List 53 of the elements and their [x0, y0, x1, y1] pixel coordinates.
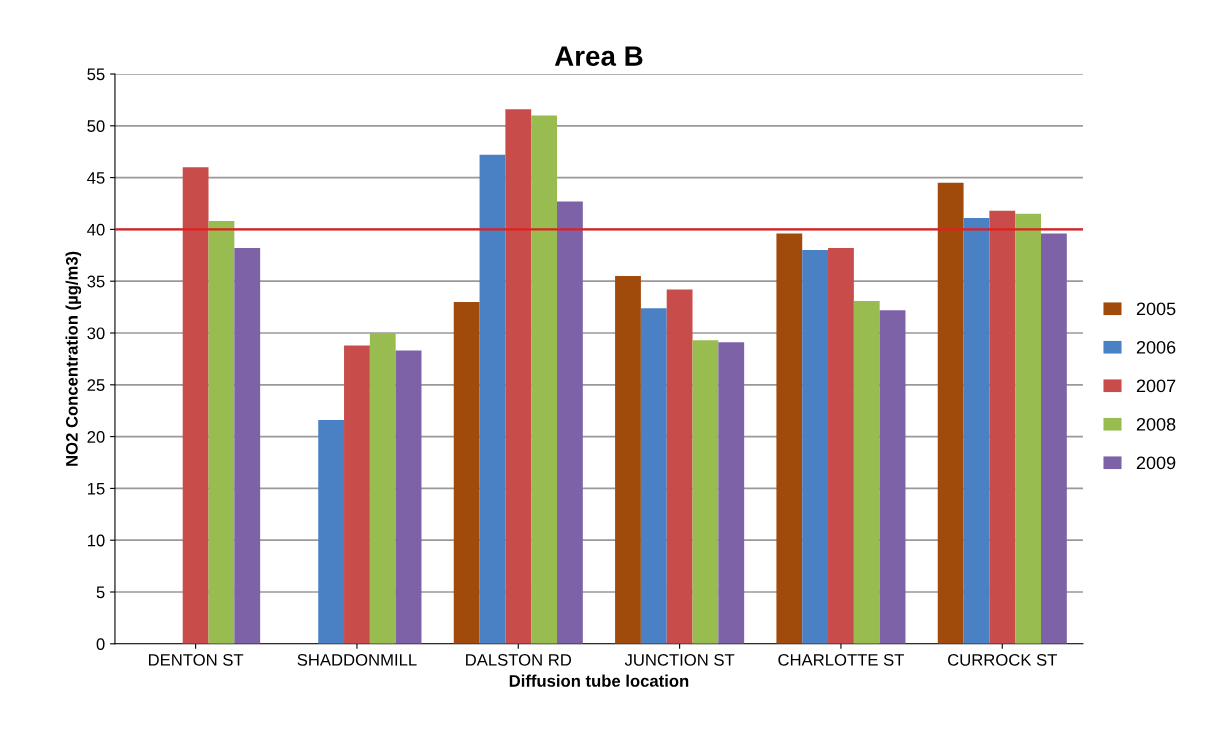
y-axis-title: NO2 Concentration (µg/m3)	[65, 251, 82, 466]
bar	[718, 342, 745, 644]
bar	[479, 154, 506, 644]
y-tick-label: 0	[96, 638, 105, 650]
bar	[1015, 213, 1041, 644]
bar	[557, 201, 583, 644]
bar	[879, 310, 906, 644]
bar	[182, 167, 209, 644]
bar	[692, 340, 719, 644]
legend-label: 2009	[1136, 456, 1176, 470]
legend-label: 2008	[1136, 417, 1176, 431]
bar	[395, 350, 422, 644]
y-tick-label: 20	[87, 431, 105, 443]
bar	[615, 276, 641, 644]
bar	[989, 210, 1016, 644]
bar	[1041, 233, 1067, 644]
bar	[344, 345, 370, 644]
bar	[666, 289, 693, 644]
bar	[369, 333, 396, 644]
y-tick-label: 40	[87, 223, 105, 236]
y-tick-label: 45	[87, 172, 105, 184]
y-tick-label: 25	[87, 379, 105, 391]
x-tick-label: SHADDONMILL	[297, 653, 417, 666]
bar	[318, 420, 345, 644]
y-tick-label: 50	[87, 120, 105, 132]
x-axis-title: Diffusion tube location	[509, 674, 689, 687]
bar	[234, 248, 261, 644]
bar	[531, 115, 557, 644]
bar	[776, 233, 803, 644]
x-tick-label: JUNCTION ST	[624, 653, 735, 666]
bar	[828, 248, 854, 644]
chart-title: Area B	[554, 46, 643, 66]
x-tick-label: CHARLOTTE ST	[778, 653, 904, 666]
y-tick-label: 30	[87, 327, 105, 340]
y-tick-label: 5	[96, 586, 105, 599]
legend-label: 2007	[1136, 379, 1176, 393]
bar	[802, 250, 829, 644]
bar	[640, 308, 667, 644]
bar	[453, 301, 480, 644]
x-tick-label: DENTON ST	[148, 653, 244, 666]
x-tick-label: DALSTON RD	[466, 653, 572, 666]
y-tick-label: 10	[87, 534, 105, 547]
bar	[505, 109, 532, 644]
bar	[853, 300, 880, 644]
y-tick-label: 35	[87, 275, 105, 288]
x-tick-label: CURROCK ST	[948, 653, 1057, 666]
bar	[937, 182, 964, 644]
bar	[963, 218, 990, 644]
bar	[208, 221, 235, 644]
y-tick-label: 15	[87, 482, 105, 495]
y-tick-label: 55	[87, 68, 105, 81]
legend-label: 2006	[1136, 340, 1176, 354]
legend-label: 2005	[1136, 302, 1176, 316]
